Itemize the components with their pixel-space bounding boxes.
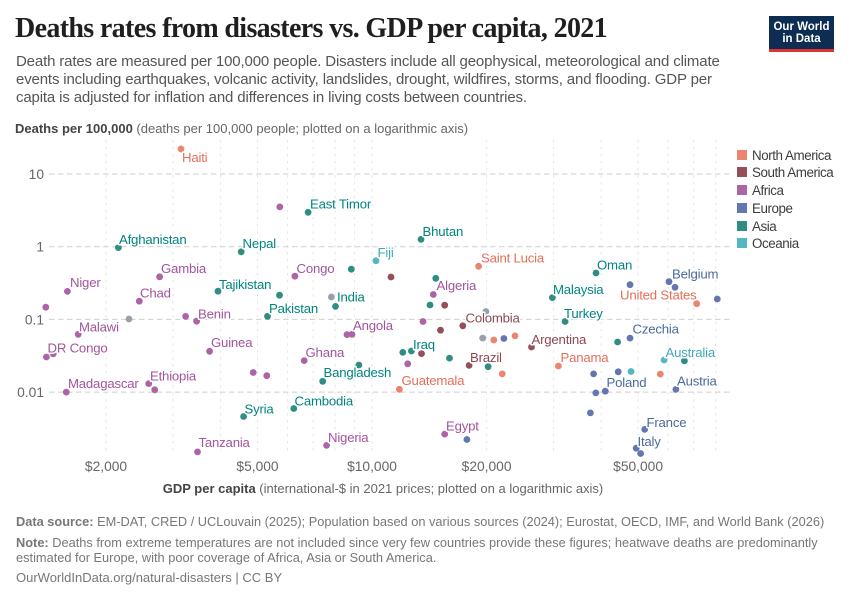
svg-text:$20,000: $20,000: [462, 459, 512, 474]
svg-text:Malawi: Malawi: [79, 320, 119, 335]
svg-text:Saint Lucia: Saint Lucia: [481, 251, 545, 266]
svg-text:DR Congo: DR Congo: [48, 341, 108, 356]
svg-text:Tanzania: Tanzania: [199, 435, 251, 450]
svg-text:Nepal: Nepal: [243, 236, 277, 251]
svg-text:Congo: Congo: [297, 261, 335, 276]
svg-text:Afghanistan: Afghanistan: [119, 232, 186, 247]
svg-text:Iraq: Iraq: [413, 337, 435, 352]
svg-text:Madagascar: Madagascar: [68, 376, 139, 391]
svg-text:Belgium: Belgium: [672, 267, 718, 282]
svg-text:Pakistan: Pakistan: [269, 301, 318, 316]
svg-text:Ethiopia: Ethiopia: [150, 369, 197, 384]
svg-text:Malaysia: Malaysia: [553, 282, 604, 297]
svg-text:Ghana: Ghana: [306, 345, 345, 360]
svg-text:Angola: Angola: [353, 318, 394, 333]
svg-text:Panama: Panama: [561, 350, 610, 365]
svg-text:Colombia: Colombia: [466, 311, 521, 326]
svg-text:Algeria: Algeria: [437, 278, 478, 293]
svg-text:India: India: [337, 290, 365, 305]
svg-text:Cambodia: Cambodia: [295, 394, 354, 409]
svg-text:Czechia: Czechia: [633, 322, 680, 337]
svg-text:$2,000: $2,000: [85, 459, 128, 474]
svg-text:0.1: 0.1: [25, 312, 44, 327]
svg-text:Niger: Niger: [70, 275, 101, 290]
svg-text:Bangladesh: Bangladesh: [324, 365, 392, 380]
svg-text:Fiji: Fiji: [378, 245, 394, 260]
svg-text:East Timor: East Timor: [310, 197, 372, 212]
svg-text:$50,000: $50,000: [613, 459, 663, 474]
svg-text:0.01: 0.01: [17, 385, 44, 400]
svg-text:United States: United States: [620, 288, 697, 303]
svg-text:Egypt: Egypt: [446, 419, 479, 434]
svg-text:Oman: Oman: [597, 258, 632, 273]
svg-text:Nigeria: Nigeria: [328, 430, 369, 445]
svg-text:Poland: Poland: [607, 375, 647, 390]
svg-text:Tajikistan: Tajikistan: [219, 277, 271, 292]
svg-text:Benin: Benin: [198, 307, 231, 322]
svg-text:Italy: Italy: [638, 434, 662, 449]
svg-text:Haiti: Haiti: [182, 150, 208, 165]
svg-text:10: 10: [29, 167, 45, 182]
svg-text:Argentina: Argentina: [532, 332, 588, 347]
svg-text:1: 1: [36, 240, 44, 255]
svg-text:Austria: Austria: [677, 374, 718, 389]
svg-text:$5,000: $5,000: [236, 459, 279, 474]
svg-text:France: France: [647, 415, 687, 430]
svg-text:Turkey: Turkey: [564, 306, 603, 321]
svg-text:Guinea: Guinea: [211, 335, 253, 350]
svg-text:Gambia: Gambia: [161, 261, 207, 276]
svg-text:Australia: Australia: [666, 345, 716, 360]
svg-text:Brazil: Brazil: [470, 350, 502, 365]
svg-text:Guatemala: Guatemala: [402, 373, 466, 388]
svg-text:Syria: Syria: [245, 402, 275, 417]
svg-text:Chad: Chad: [140, 286, 171, 301]
svg-text:$10,000: $10,000: [347, 459, 397, 474]
svg-text:Bhutan: Bhutan: [423, 224, 464, 239]
